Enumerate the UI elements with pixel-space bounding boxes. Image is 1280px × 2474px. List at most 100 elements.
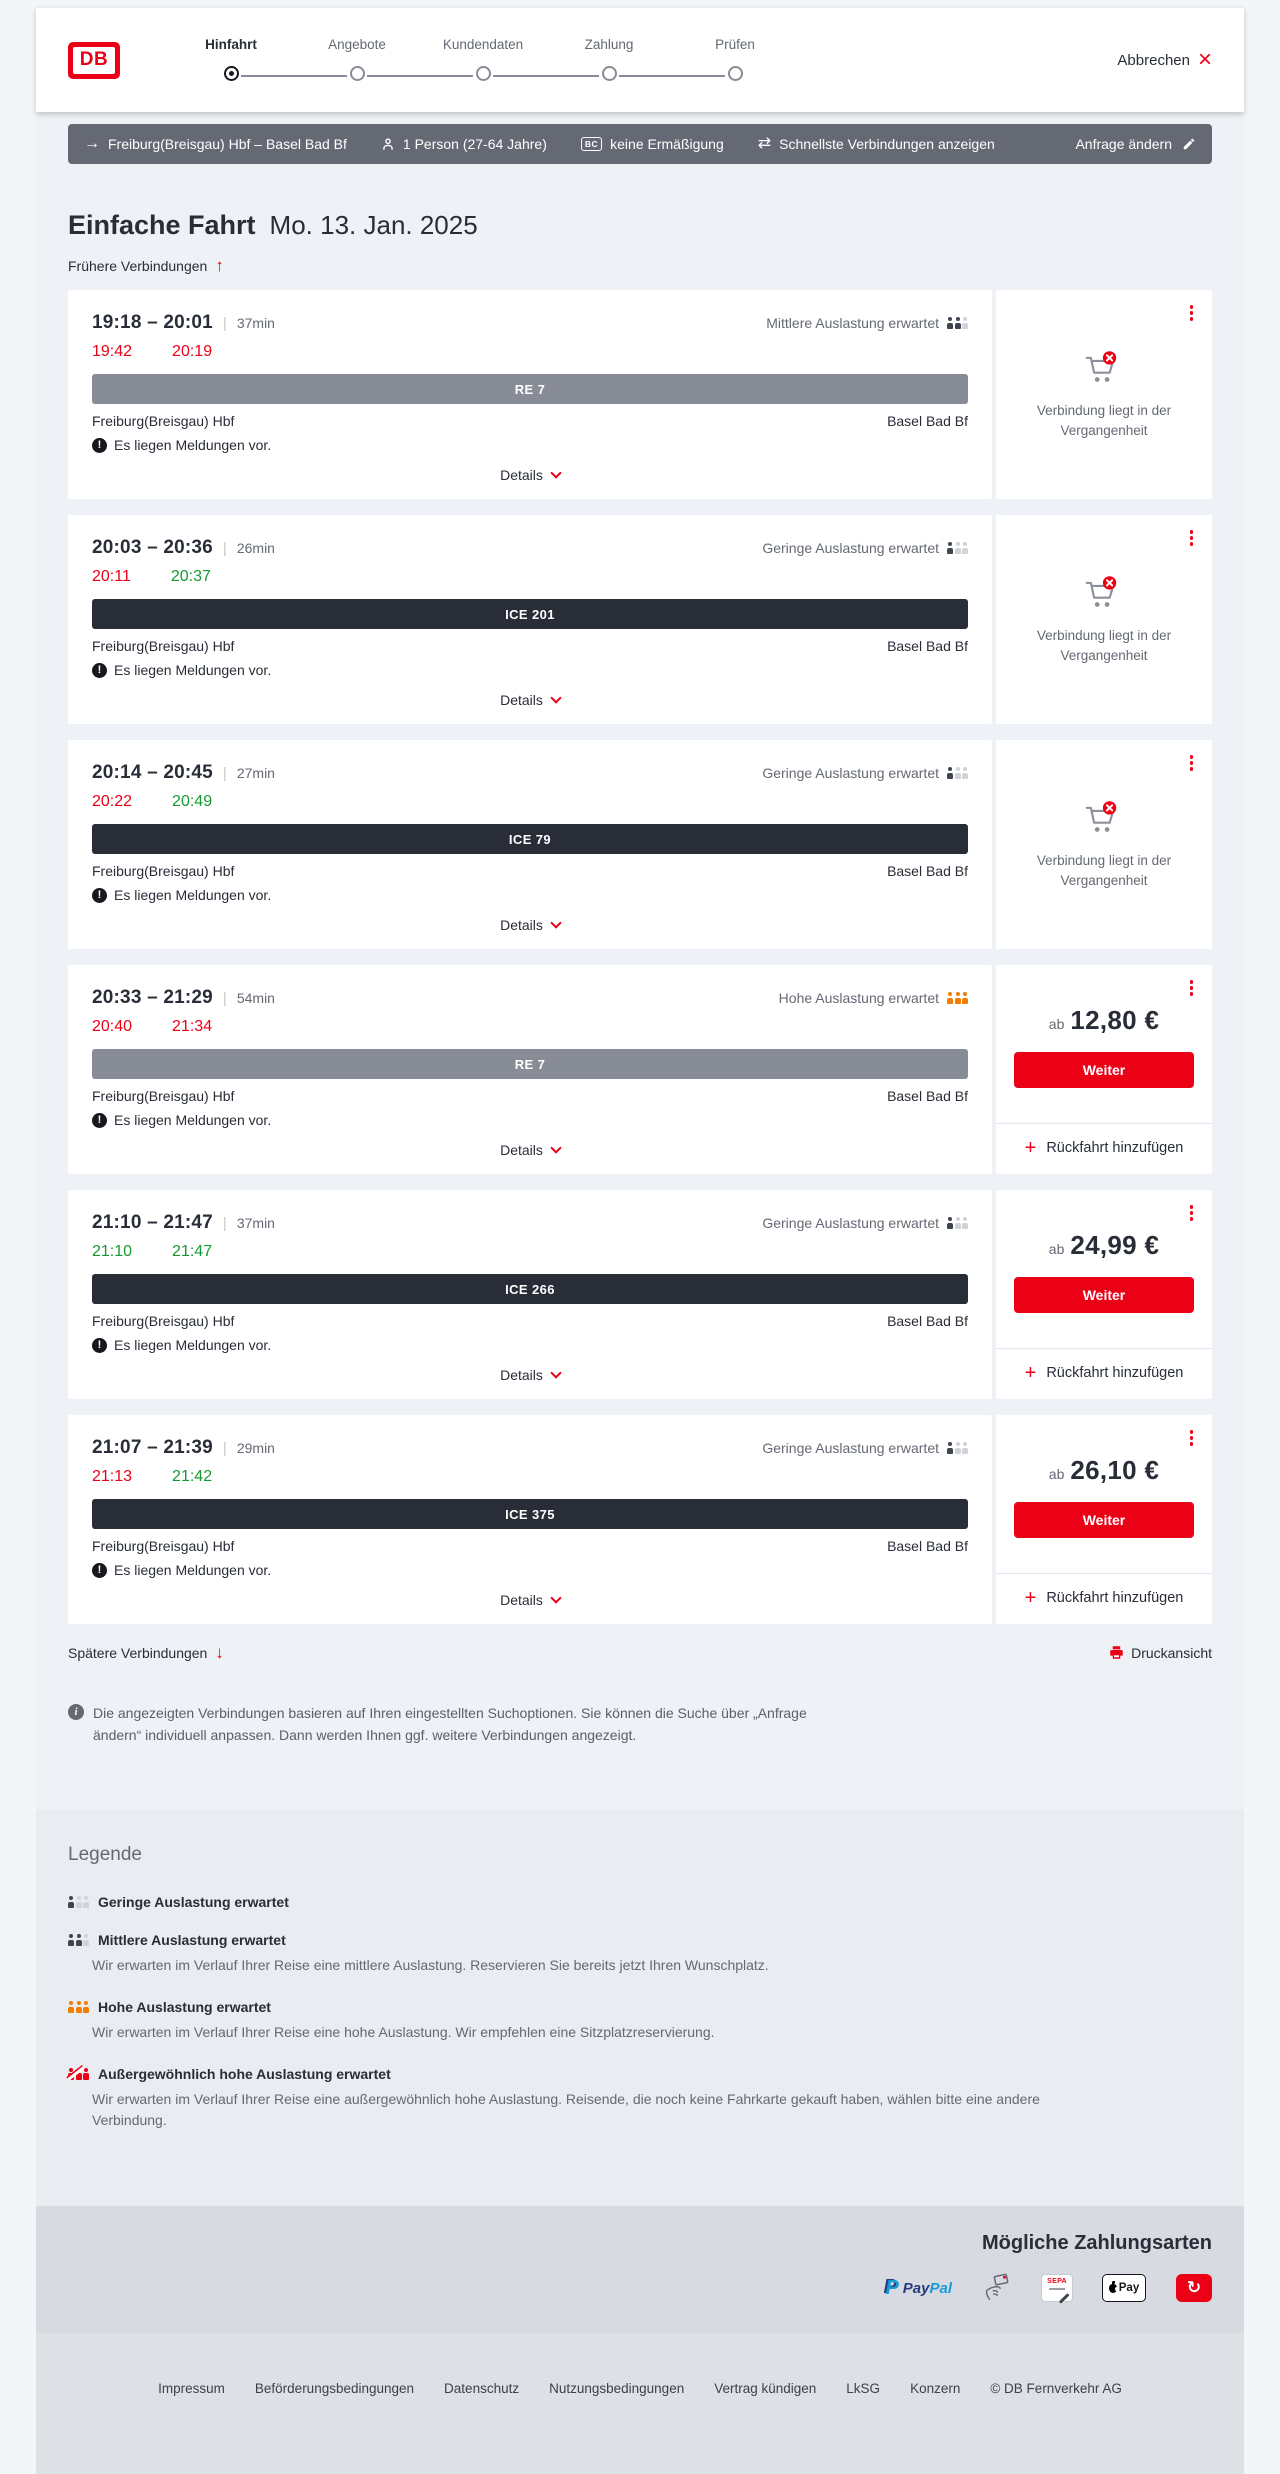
footer-link[interactable]: Beförderungsbedingungen <box>254 2381 415 2397</box>
message-text: Es liegen Meldungen vor. <box>114 887 272 903</box>
realtime-arrival: 21:47 <box>172 1243 213 1260</box>
connection-side-panel: Verbindung liegt in der Vergangenheit ab… <box>996 1415 1212 1624</box>
stations-row: Freiburg(Breisgau) Hbf Basel Bad Bf <box>92 863 968 879</box>
details-toggle[interactable]: Details <box>92 692 968 708</box>
duration: 26min <box>236 540 275 556</box>
details-toggle[interactable]: Details <box>92 467 968 483</box>
footer-link[interactable]: Impressum <box>158 2381 225 2397</box>
connection-card: 20:33 – 21:29 | 54min Hohe Auslastung er… <box>68 965 1212 1174</box>
realtime-departure: 20:40 <box>92 1018 133 1035</box>
occupancy-label: Geringe Auslastung erwartet <box>762 765 939 781</box>
weiter-button[interactable]: Weiter <box>1014 1052 1194 1088</box>
progress-step[interactable]: Prüfen <box>672 37 798 84</box>
divider: | <box>222 1440 227 1457</box>
duration: 27min <box>236 765 275 781</box>
legend-item: Geringe Auslastung erwartet <box>68 1894 1212 1910</box>
later-connections-link[interactable]: Spätere Verbindungen ↓ <box>68 1644 224 1661</box>
occupancy-icon <box>947 542 968 554</box>
price-panel: ab 12,80 € Weiter + Rückfahrt hinzufügen <box>996 965 1212 1174</box>
cart-unavailable-icon <box>1085 576 1117 607</box>
summary-passengers: 1 Person (27-64 Jahre) <box>381 136 547 152</box>
page-footer: Impressum Beförderungsbedingungen Datensch… <box>36 2333 1244 2474</box>
kebab-menu-icon[interactable] <box>1187 1427 1197 1449</box>
connection-side-panel: Verbindung liegt in der Vergangenheit ab… <box>996 515 1212 724</box>
print-view-link[interactable]: Druckansicht <box>1109 1645 1212 1661</box>
info-note-text: Die angezeigten Verbindungen basieren au… <box>93 1705 807 1743</box>
train-bar: ICE 79 <box>92 824 968 854</box>
footer-link[interactable]: Vertrag kündigen <box>714 2381 817 2397</box>
occupancy: Geringe Auslastung erwartet <box>762 1440 968 1456</box>
progress-step[interactable]: Angebote <box>294 37 473 84</box>
occupancy: Mittlere Auslastung erwartet <box>766 315 968 331</box>
cancel-button[interactable]: Abbrechen × <box>1117 48 1212 72</box>
connection-main: 21:07 – 21:39 | 29min Geringe Auslastung… <box>68 1415 992 1624</box>
past-connection-text: Verbindung liegt in der Vergangenheit <box>1036 402 1172 438</box>
realtime-departure: 21:13 <box>92 1468 133 1485</box>
occupancy-icon <box>947 317 968 329</box>
message-text: Es liegen Meldungen vor. <box>114 662 272 678</box>
footer-link[interactable]: Konzern <box>910 2381 961 2397</box>
legend-title: Legende <box>68 1844 142 1866</box>
price-line: ab 26,10 € <box>996 1455 1212 1486</box>
occupancy-icon <box>947 992 968 1004</box>
weiter-button[interactable]: Weiter <box>1014 1502 1194 1538</box>
warning-icon: ! <box>92 662 107 678</box>
footer-link[interactable]: LkSG <box>846 2381 881 2397</box>
price-prefix: ab <box>1048 1016 1065 1032</box>
time-range: 20:03 – 20:36 <box>92 537 213 558</box>
footer-link[interactable]: Datenschutz <box>444 2381 520 2397</box>
message-text: Es liegen Meldungen vor. <box>114 1562 272 1578</box>
kebab-menu-icon[interactable] <box>1187 977 1197 999</box>
occupancy-label: Geringe Auslastung erwartet <box>762 1215 939 1231</box>
price-line: ab 12,80 € <box>996 1005 1212 1036</box>
legend-item-label: Geringe Auslastung erwartet <box>98 1894 289 1911</box>
occupancy-icon <box>947 1442 968 1454</box>
occupancy: Geringe Auslastung erwartet <box>762 765 968 781</box>
occupancy-label: Geringe Auslastung erwartet <box>762 1440 939 1456</box>
divider <box>996 1348 1212 1349</box>
details-label: Details <box>500 917 543 933</box>
divider <box>996 1123 1212 1124</box>
legend-item-label: Mittlere Auslastung erwartet <box>98 1932 286 1949</box>
footer-link[interactable]: Nutzungsbedingungen <box>549 2381 685 2397</box>
occupancy: Hohe Auslastung erwartet <box>779 990 968 1006</box>
occupancy-icon <box>68 1934 89 1947</box>
fastest-connections-link[interactable]: ⇄ Schnellste Verbindungen anzeigen <box>758 136 995 153</box>
chevron-down-icon <box>550 467 562 479</box>
train-label: RE 7 <box>514 381 546 397</box>
details-toggle[interactable]: Details <box>92 1367 968 1383</box>
progress-step[interactable]: Hinfahrt <box>168 37 347 84</box>
kebab-menu-icon[interactable] <box>1187 302 1197 324</box>
destination-station: Basel Bad Bf <box>887 1538 968 1554</box>
kebab-menu-icon[interactable] <box>1187 752 1197 774</box>
realtime-row: 21:13 21:42 <box>92 1468 968 1486</box>
progress-step[interactable]: Zahlung <box>546 37 725 84</box>
legend-item-desc: Wir erwarten im Verlauf Ihrer Reise eine… <box>92 1957 769 1974</box>
destination-station: Basel Bad Bf <box>887 863 968 879</box>
message-text: Es liegen Meldungen vor. <box>114 1112 272 1128</box>
details-toggle[interactable]: Details <box>92 917 968 933</box>
details-label: Details <box>500 692 543 708</box>
change-request-button[interactable]: Anfrage ändern <box>1075 136 1196 152</box>
warning-icon: ! <box>92 1337 107 1353</box>
progress-step-dot <box>349 65 365 81</box>
details-toggle[interactable]: Details <box>92 1592 968 1608</box>
progress-step[interactable]: Kundendaten <box>420 37 599 84</box>
legend-list: Geringe Auslastung erwartet Mittlere Aus… <box>68 1894 1212 2132</box>
add-return-button[interactable]: + Rückfahrt hinzufügen <box>996 1574 1212 1624</box>
divider: | <box>222 1215 227 1232</box>
details-toggle[interactable]: Details <box>92 1142 968 1158</box>
message-row: ! Es liegen Meldungen vor. <box>92 887 968 903</box>
past-panel: Verbindung liegt in der Vergangenheit <box>996 290 1212 499</box>
kebab-menu-icon[interactable] <box>1187 1202 1197 1224</box>
legend-item: Hohe Auslastung erwartet Wir erwarten im… <box>68 1999 1212 2044</box>
earlier-connections-link[interactable]: Frühere Verbindungen ↑ <box>68 257 224 274</box>
add-return-button[interactable]: + Rückfahrt hinzufügen <box>996 1124 1212 1174</box>
kebab-menu-icon[interactable] <box>1187 527 1197 549</box>
search-summary-bar: → Freiburg(Breisgau) Hbf – Basel Bad Bf … <box>68 124 1212 164</box>
connection-side-panel: Verbindung liegt in der Vergangenheit ab… <box>996 1190 1212 1399</box>
weiter-button[interactable]: Weiter <box>1014 1277 1194 1313</box>
origin-station: Freiburg(Breisgau) Hbf <box>92 1538 235 1554</box>
add-return-button[interactable]: + Rückfahrt hinzufügen <box>996 1349 1212 1399</box>
cart-unavailable-icon <box>1085 801 1117 832</box>
